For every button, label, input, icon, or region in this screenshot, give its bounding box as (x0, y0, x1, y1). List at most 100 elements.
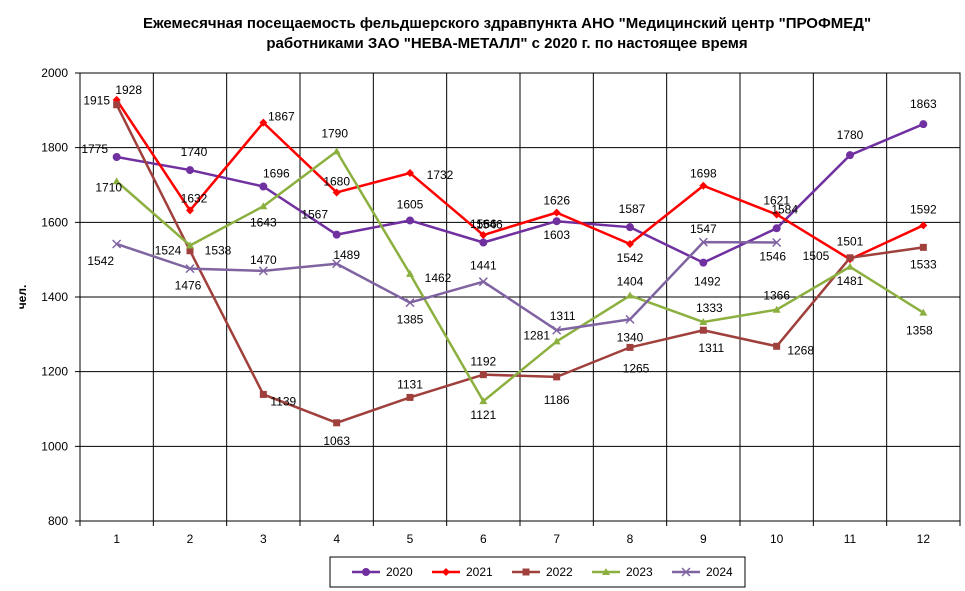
data-label-2020-10: 1584 (771, 202, 798, 216)
data-point-2023-6 (479, 397, 488, 405)
data-label-2020-7: 1603 (543, 228, 570, 242)
data-label-2020-2: 1740 (181, 145, 208, 159)
x-tick-label: 7 (553, 532, 560, 546)
y-tick-label: 1000 (41, 439, 68, 453)
data-label-2024-3: 1470 (250, 253, 277, 267)
data-label-2022-4: 1063 (323, 434, 350, 448)
data-label-2022-6: 1192 (470, 355, 496, 369)
point-x-stroke (681, 567, 691, 577)
data-point-2022-8 (626, 343, 634, 351)
data-label-2021-7: 1626 (543, 194, 570, 208)
data-label-2024-1: 1542 (87, 254, 114, 268)
y-tick-label: 800 (48, 514, 68, 528)
data-point-2020-1 (112, 153, 121, 161)
x-tick-label: 4 (333, 532, 340, 546)
data-point-2023-11 (846, 262, 854, 270)
legend-item-2021[interactable]: 2021 (432, 565, 493, 579)
data-point-2024-3 (258, 266, 268, 276)
y-tick-label: 1400 (41, 290, 68, 304)
data-label-2022-11: 1505 (803, 249, 830, 263)
data-point-2020-3 (259, 182, 268, 191)
data-point-2024-1 (112, 239, 122, 249)
point-x-stroke (258, 266, 268, 276)
legend-label-2024: 2024 (706, 565, 733, 579)
data-label-2023-12: 1358 (906, 324, 933, 338)
x-tick-label: 2 (187, 532, 194, 546)
data-point-2020-11 (846, 151, 854, 160)
grid (75, 72, 961, 526)
legend[interactable]: 2020 2021 2022 2023 2024 (329, 556, 746, 588)
data-label-2024-7: 1311 (550, 309, 576, 323)
y-axis-label: чел. (15, 285, 29, 310)
data-label-2022-3: 1139 (270, 394, 296, 408)
data-label-2022-2: 1524 (155, 244, 182, 258)
x-tick-label: 1 (113, 532, 120, 546)
data-point-2021-3 (259, 118, 268, 127)
y-tick-label: 1600 (41, 215, 68, 229)
y-tick-label: 1200 (41, 365, 68, 379)
data-label-2023-4: 1790 (321, 126, 348, 140)
data-point-2024-10 (772, 237, 782, 248)
data-point-2024-8 (625, 314, 635, 324)
legend-marker-2024 (681, 567, 691, 577)
data-point-2024-2 (185, 264, 195, 274)
data-label-2022-5: 1131 (397, 377, 423, 391)
chart-title-line-2: работниками ЗАО "НЕВА-МЕТАЛЛ" с 2020 г. … (266, 35, 747, 52)
data-point-2020-6 (479, 238, 488, 247)
point-x-stroke (185, 264, 195, 274)
data-point-2020-7 (552, 217, 561, 226)
legend-label-2023: 2023 (626, 565, 653, 579)
data-label-2020-8: 1587 (619, 202, 646, 216)
series-line-2021 (115, 99, 924, 261)
x-tick-label: 5 (407, 532, 414, 546)
data-point-2022-11 (846, 254, 854, 262)
data-point-2020-9 (699, 258, 708, 267)
data-point-2021-7 (552, 208, 561, 217)
data-point-2022-5 (406, 393, 414, 401)
legend-marker-2021 (442, 568, 450, 576)
data-label-2024-9: 1547 (690, 222, 717, 236)
data-point-2022-2 (186, 247, 194, 255)
legend-item-2024[interactable]: 2024 (672, 565, 733, 579)
point-x-stroke (698, 237, 708, 247)
legend-marker-2020 (362, 568, 370, 576)
data-point-2022-3 (259, 390, 267, 398)
y-tick-label: 2000 (41, 66, 68, 80)
data-point-2022-10 (773, 342, 781, 350)
legend-label-2022: 2022 (546, 565, 573, 579)
data-point-2022-1 (113, 101, 121, 109)
data-label-2024-10: 1546 (759, 249, 786, 263)
data-point-2023-2 (186, 241, 194, 249)
data-label-2021-1: 1928 (115, 83, 142, 97)
data-label-2021-2: 1632 (181, 191, 208, 205)
x-tick-label: 6 (480, 532, 487, 546)
series-line-2022 (115, 104, 924, 425)
data-point-2022-7 (553, 373, 561, 381)
data-label-2022-12: 1533 (910, 257, 937, 271)
chart-title-line-1: Ежемесячная посещаемость фельдшерского з… (143, 15, 871, 32)
data-label-2023-2: 1538 (205, 243, 232, 257)
legend-item-2023[interactable]: 2023 (592, 565, 653, 579)
data-label-2024-6: 1441 (470, 259, 497, 273)
legend-item-2022[interactable]: 2022 (512, 565, 573, 579)
data-point-2022-4 (333, 419, 341, 427)
data-label-2024-5: 1385 (397, 313, 424, 327)
data-label-2020-11: 1780 (837, 128, 864, 142)
data-label-2023-3: 1643 (250, 215, 277, 229)
data-label-2020-12: 1863 (910, 97, 937, 111)
data-label-2023-9: 1333 (696, 301, 723, 315)
y-tick-label: 1800 (41, 141, 68, 155)
legend-item-2020[interactable]: 2020 (352, 565, 413, 579)
data-point-2023-8 (626, 291, 634, 299)
data-point-2023-10 (772, 305, 781, 313)
data-point-2020-10 (772, 224, 781, 233)
data-point-2023-4 (332, 147, 341, 155)
data-point-2022-6 (479, 371, 487, 379)
point-x-stroke (625, 314, 635, 324)
data-label-2022-9: 1311 (698, 341, 724, 355)
data-point-2020-8 (626, 223, 634, 232)
x-tick-label: 8 (627, 532, 634, 546)
data-label-2020-5: 1605 (397, 197, 424, 211)
data-point-2020-5 (406, 216, 414, 225)
